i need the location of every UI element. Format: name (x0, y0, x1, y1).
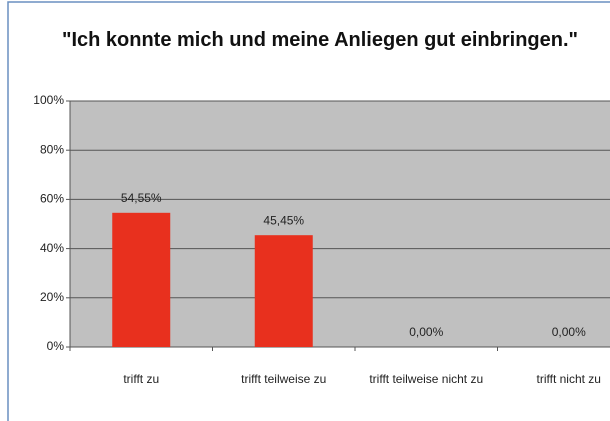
y-tick-label: 100% (33, 93, 64, 107)
value-label: 0,00% (552, 325, 586, 339)
value-label: 54,55% (121, 191, 162, 205)
chart-title: "Ich konnte mich und meine Anliegen gut … (61, 29, 579, 51)
frame (7, 1, 610, 421)
x-tick-label: trifft nicht zu (536, 372, 601, 386)
y-tick-label: 40% (40, 241, 64, 255)
value-label: 45,45% (263, 213, 304, 227)
y-tick-label: 0% (47, 339, 65, 353)
x-tick-label: trifft teilweise zu (241, 372, 327, 386)
y-tick-label: 20% (40, 290, 64, 304)
x-tick-label: trifft zu (123, 372, 160, 386)
y-tick-label: 60% (40, 192, 64, 206)
value-label: 0,00% (409, 325, 443, 339)
bar (112, 212, 171, 347)
bar (254, 235, 313, 347)
y-tick-label: 80% (40, 142, 64, 156)
x-tick-label: trifft teilweise nicht zu (369, 372, 484, 386)
